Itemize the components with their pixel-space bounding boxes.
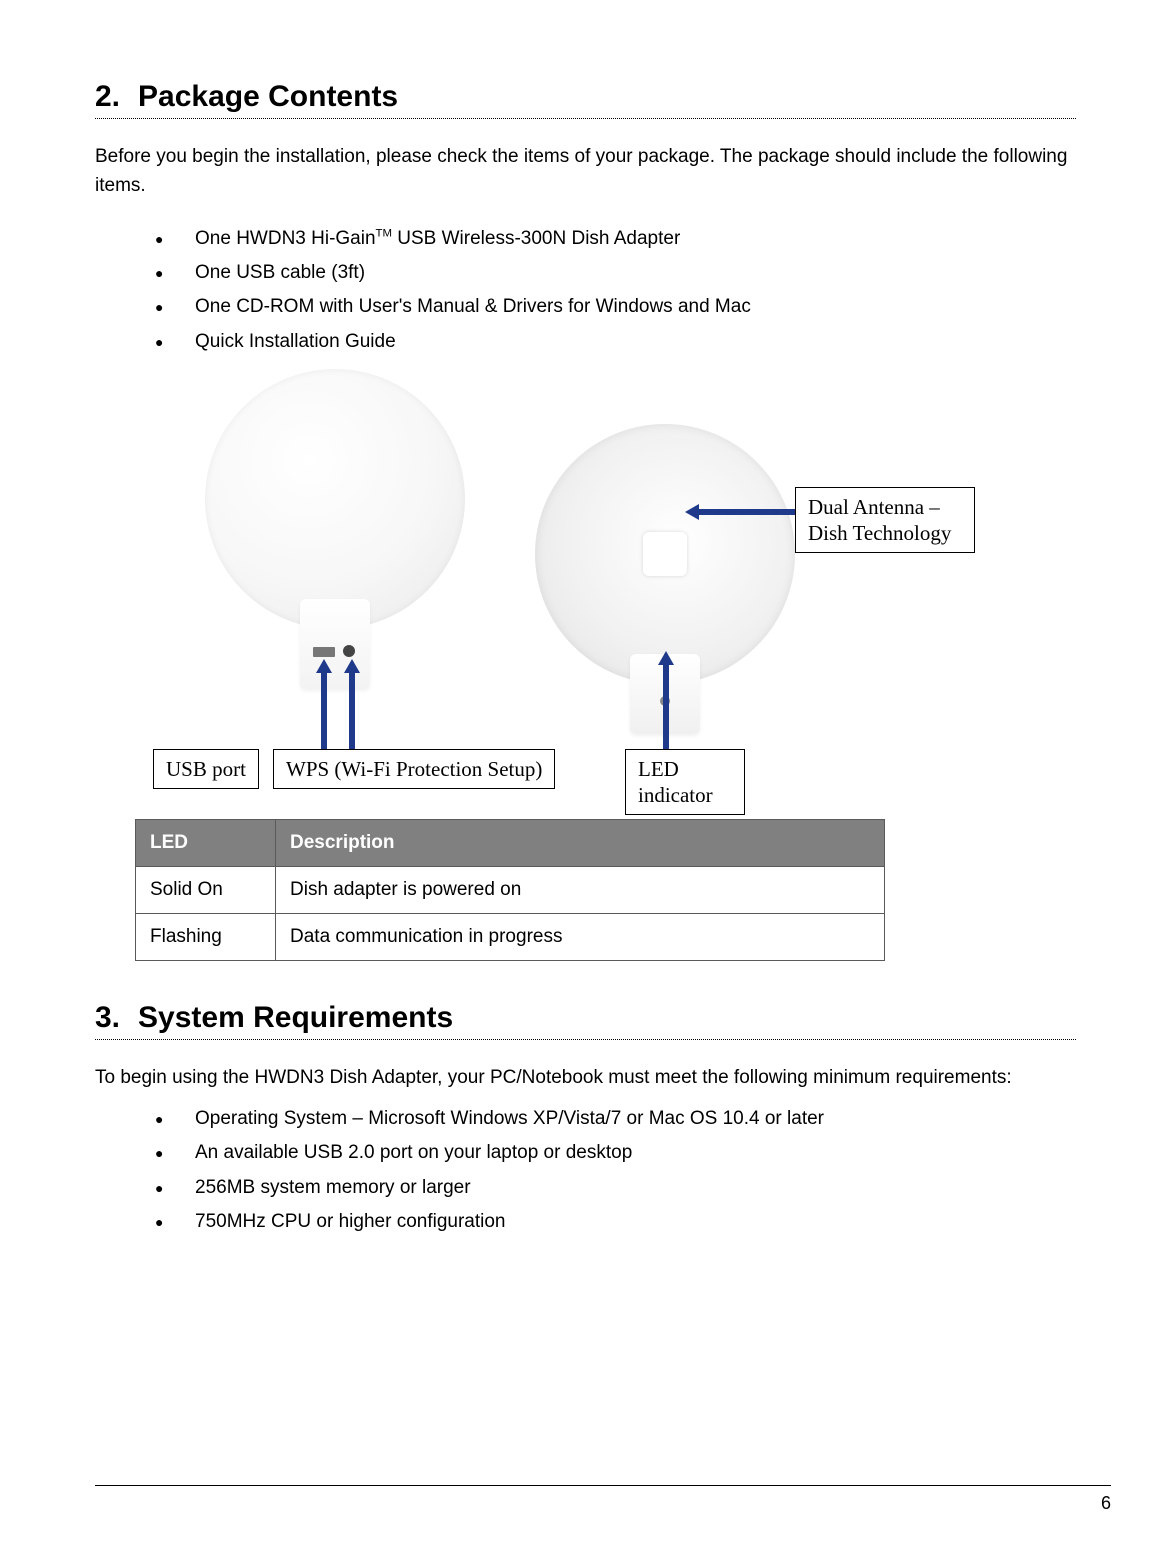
section-3-heading: 3. System Requirements xyxy=(95,1001,1076,1040)
table-header: LED xyxy=(136,819,276,866)
callout-usb: USB port xyxy=(153,749,259,789)
section-3-intro: To begin using the HWDN3 Dish Adapter, y… xyxy=(95,1064,1076,1093)
callout-wps: WPS (Wi-Fi Protection Setup) xyxy=(273,749,555,789)
arrowhead-icon xyxy=(316,659,332,673)
table-row: Solid On Dish adapter is powered on xyxy=(136,866,885,913)
callout-antenna: Dual Antenna – Dish Technology xyxy=(795,487,975,554)
list-item: Operating System – Microsoft Windows XP/… xyxy=(155,1102,1076,1136)
table-row: Flashing Data communication in progress xyxy=(136,913,885,960)
list-item: Quick Installation Guide xyxy=(155,325,1076,359)
table-header: Description xyxy=(276,819,885,866)
arrowhead-icon xyxy=(685,504,699,520)
list-item: 256MB system memory or larger xyxy=(155,1171,1076,1205)
package-contents-list: One HWDN3 Hi-GainTM USB Wireless-300N Di… xyxy=(95,222,1076,359)
arrow-led xyxy=(663,661,669,749)
section-2-intro: Before you begin the installation, pleas… xyxy=(95,143,1076,200)
usb-port-graphic xyxy=(313,647,335,657)
arrowhead-icon xyxy=(658,651,674,665)
list-item: An available USB 2.0 port on your laptop… xyxy=(155,1136,1076,1170)
arrow-antenna xyxy=(695,509,795,515)
section-2-heading: 2. Package Contents xyxy=(95,80,1076,119)
list-item: One USB cable (3ft) xyxy=(155,256,1076,290)
page-number: 6 xyxy=(1101,1493,1111,1514)
section-2-number: 2. xyxy=(95,80,120,114)
section-2-title: Package Contents xyxy=(138,80,398,113)
section-3-title: System Requirements xyxy=(138,1001,453,1034)
list-item: 750MHz CPU or higher configuration xyxy=(155,1205,1076,1239)
callout-led: LED indicator xyxy=(625,749,745,816)
dish-front-view xyxy=(535,424,815,724)
product-diagram: USB port WPS (Wi-Fi Protection Setup) LE… xyxy=(95,369,1076,799)
requirements-list: Operating System – Microsoft Windows XP/… xyxy=(95,1102,1076,1239)
arrow-wps xyxy=(349,669,355,749)
footer-divider xyxy=(95,1485,1111,1486)
arrowhead-icon xyxy=(344,659,360,673)
section-3-number: 3. xyxy=(95,1001,120,1035)
led-table: LED Description Solid On Dish adapter is… xyxy=(135,819,885,961)
list-item: One CD-ROM with User's Manual & Drivers … xyxy=(155,290,1076,324)
list-item: One HWDN3 Hi-GainTM USB Wireless-300N Di… xyxy=(155,222,1076,256)
dish-back-view xyxy=(185,369,485,699)
arrow-usb xyxy=(321,669,327,749)
wps-button-graphic xyxy=(343,645,355,657)
